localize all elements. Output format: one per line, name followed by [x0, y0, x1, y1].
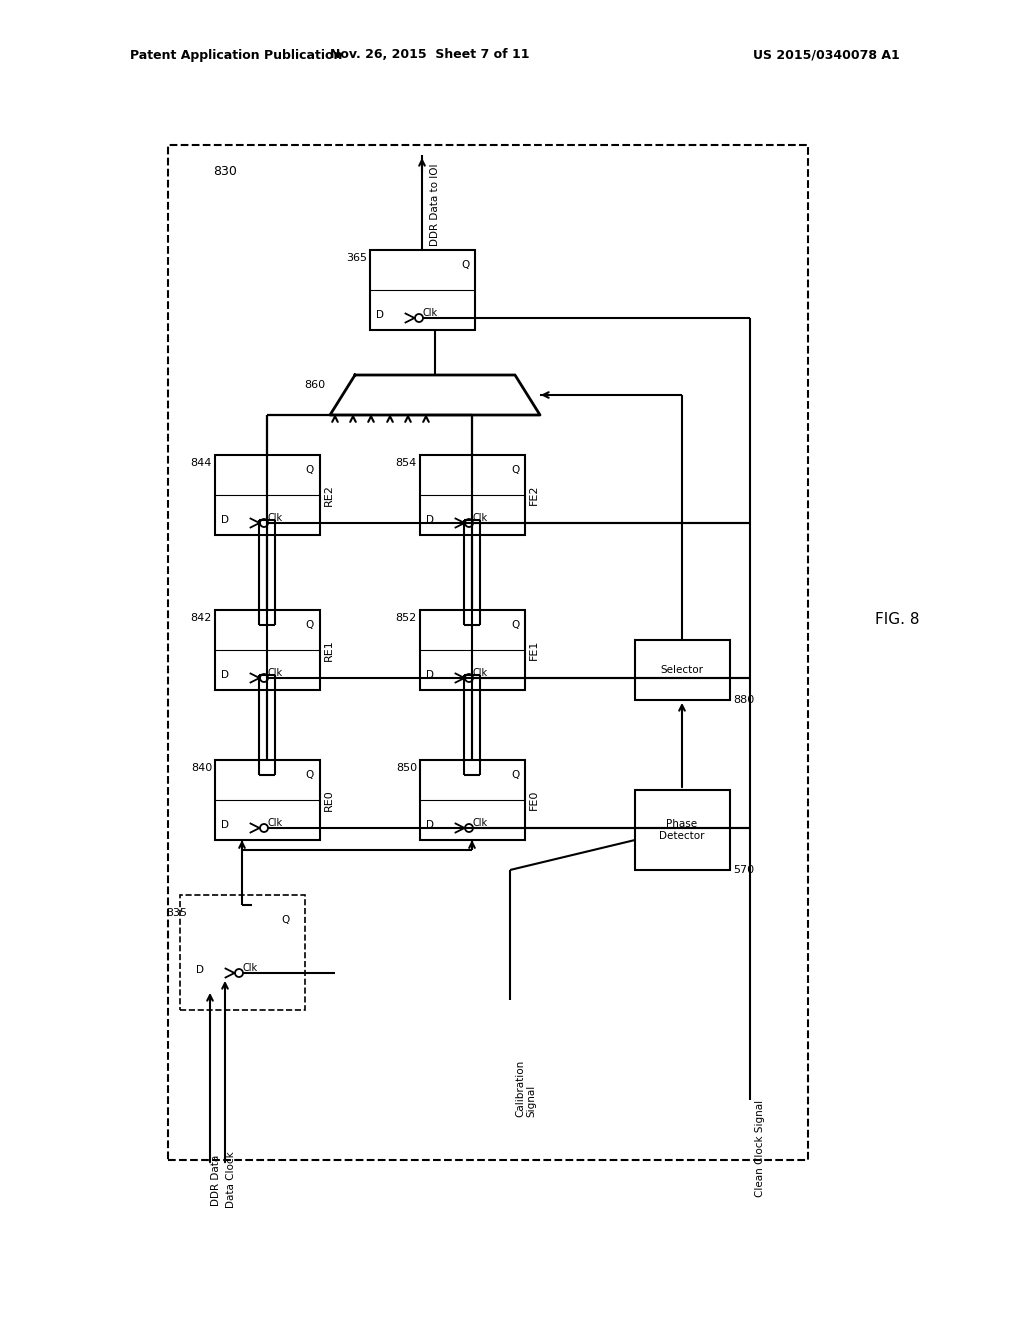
Text: FE2: FE2	[529, 484, 539, 506]
Text: 852: 852	[395, 612, 417, 623]
Bar	[180, 895, 305, 1010]
Text: Patent Application Publication: Patent Application Publication	[130, 49, 342, 62]
Bar	[635, 640, 730, 700]
Text: 854: 854	[395, 458, 417, 469]
Bar	[168, 145, 808, 1160]
Text: Q: Q	[511, 620, 519, 630]
Text: Phase
Detector: Phase Detector	[659, 820, 705, 841]
Text: 880: 880	[733, 696, 755, 705]
Text: Data Clock: Data Clock	[226, 1151, 236, 1208]
Text: D: D	[221, 671, 229, 680]
Text: Q: Q	[461, 260, 469, 271]
Text: Selector: Selector	[660, 665, 703, 675]
Text: D: D	[376, 310, 384, 319]
Text: US 2015/0340078 A1: US 2015/0340078 A1	[754, 49, 900, 62]
Text: 570: 570	[733, 865, 754, 875]
Bar	[215, 455, 319, 535]
Text: D: D	[426, 820, 434, 830]
Polygon shape	[330, 375, 540, 414]
Text: Q: Q	[306, 770, 314, 780]
Text: FE1: FE1	[529, 640, 539, 660]
Text: D: D	[221, 515, 229, 525]
Text: 840: 840	[190, 763, 212, 774]
Text: Q: Q	[511, 770, 519, 780]
Bar	[215, 760, 319, 840]
Text: Clean Clock Signal: Clean Clock Signal	[755, 1100, 765, 1197]
Text: Clk: Clk	[472, 668, 487, 678]
Text: Q: Q	[306, 620, 314, 630]
Text: Clk: Clk	[267, 668, 283, 678]
Text: 335: 335	[166, 908, 187, 917]
Bar	[190, 906, 295, 985]
Text: Clk: Clk	[267, 818, 283, 828]
Text: Clk: Clk	[472, 513, 487, 523]
Text: Clk: Clk	[423, 308, 437, 318]
Text: Clk: Clk	[267, 513, 283, 523]
Text: 850: 850	[396, 763, 417, 774]
Text: Calibration
Signal: Calibration Signal	[515, 1060, 537, 1117]
Text: D: D	[426, 671, 434, 680]
Bar	[420, 455, 525, 535]
Bar	[420, 610, 525, 690]
Text: FE0: FE0	[529, 789, 539, 810]
Text: RE2: RE2	[324, 484, 334, 506]
Text: DDR Data to IOI: DDR Data to IOI	[430, 164, 440, 247]
Text: D: D	[196, 965, 204, 975]
Text: 830: 830	[213, 165, 237, 178]
Text: RE0: RE0	[324, 789, 334, 810]
Text: D: D	[221, 820, 229, 830]
Text: Clk: Clk	[472, 818, 487, 828]
Text: Q: Q	[281, 915, 289, 925]
Text: DDR Data: DDR Data	[211, 1155, 221, 1205]
Bar	[215, 610, 319, 690]
Text: 860: 860	[304, 380, 325, 389]
Text: FIG. 8: FIG. 8	[874, 612, 920, 627]
Bar	[635, 789, 730, 870]
Text: 844: 844	[190, 458, 212, 469]
Text: D: D	[426, 515, 434, 525]
Text: Q: Q	[511, 465, 519, 475]
Text: Q: Q	[306, 465, 314, 475]
Text: 842: 842	[190, 612, 212, 623]
Text: 365: 365	[346, 253, 367, 263]
Text: Nov. 26, 2015  Sheet 7 of 11: Nov. 26, 2015 Sheet 7 of 11	[331, 49, 529, 62]
Text: Clk: Clk	[243, 964, 258, 973]
Bar	[370, 249, 475, 330]
Text: RE1: RE1	[324, 639, 334, 661]
Bar	[420, 760, 525, 840]
